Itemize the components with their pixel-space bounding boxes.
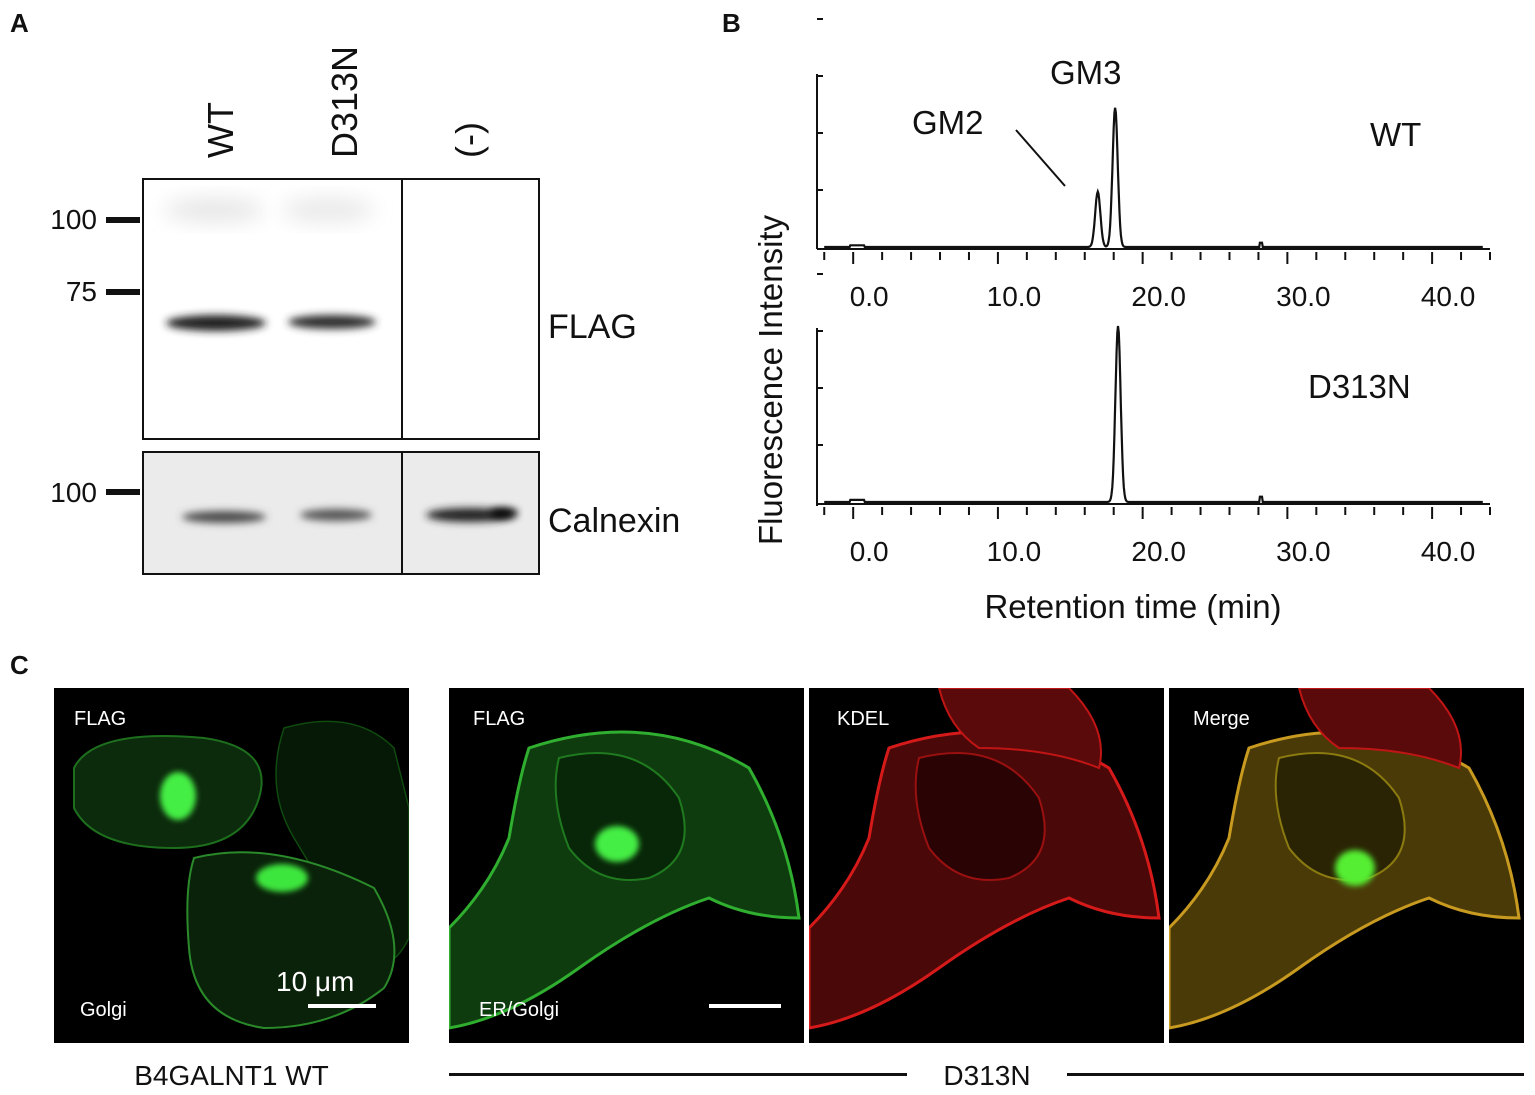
flag-blot-bands <box>164 198 376 331</box>
peak-label-gm3: GM3 <box>1050 54 1122 91</box>
wt-trace-line <box>824 107 1483 249</box>
micrograph-1-bottom-label: Golgi <box>80 999 127 1021</box>
panel-label-a: A <box>10 8 29 38</box>
flag-blot <box>142 178 540 440</box>
panel-label-c: C <box>10 650 29 680</box>
mw-tick-75 <box>106 289 140 295</box>
mutant-axes: 0.0 10.0 20.0 30.0 40.0 <box>816 273 1491 567</box>
mw-marker-100-bottom: 100 <box>50 477 97 508</box>
x-tick-label: 10.0 <box>987 536 1042 567</box>
x-tick-label: 20.0 <box>1131 281 1186 312</box>
x-tick-label: 10.0 <box>987 281 1042 312</box>
caption-wt: B4GALNT1 WT <box>134 1060 329 1091</box>
micrograph-2-bottom-label: ER/Golgi <box>479 999 560 1021</box>
micrograph-d313n-kdel: KDEL <box>809 688 1164 1043</box>
lane-label-negative: (-) <box>448 122 489 158</box>
chart-xlabel: Retention time (min) <box>984 588 1281 625</box>
micrograph-2-top-label: FLAG <box>473 708 526 730</box>
mw-tick-100-bottom <box>106 489 140 495</box>
scale-bar <box>308 1004 376 1008</box>
micrograph-d313n-flag: FLAG ER/Golgi <box>449 688 804 1043</box>
lane-label-wt: WT <box>200 102 241 158</box>
calnexin-blot-label: Calnexin <box>548 502 681 540</box>
calnexin-blot-bands <box>182 508 518 523</box>
wt-axes: 0.0 10.0 20.0 30.0 40.0 <box>816 18 1491 312</box>
micrograph-3-top-label: KDEL <box>837 708 890 730</box>
trace-label-wt: WT <box>1370 116 1421 153</box>
flag-blot-label: FLAG <box>548 308 637 346</box>
mw-tick-100-top <box>106 217 140 223</box>
chart-ylabel: Fluorescence Intensity <box>752 214 789 545</box>
x-tick-label: 40.0 <box>1421 536 1476 567</box>
x-tick-label: 40.0 <box>1421 281 1476 312</box>
micrograph-4-top-label: Merge <box>1193 708 1250 730</box>
lane-label-d313n: D313N <box>324 45 365 158</box>
peak-label-gm2: GM2 <box>912 104 984 141</box>
flag-blot-separator <box>401 178 403 440</box>
mutant-trace-line <box>824 325 1483 504</box>
x-tick-label: 20.0 <box>1131 536 1186 567</box>
scale-bar-2 <box>709 1004 781 1008</box>
chromatogram-chart: Fluorescence Intensity 0.0 10.0 20.0 30.0 40… <box>752 18 1491 625</box>
caption-line-left <box>449 1073 907 1076</box>
calnexin-blot <box>142 451 540 575</box>
panel-label-b: B <box>722 8 741 38</box>
mw-marker-100-top: 100 <box>50 204 97 235</box>
trace-label-d313n: D313N <box>1308 368 1411 405</box>
micrograph-d313n-merge: Merge <box>1169 688 1524 1043</box>
gm2-pointer-line <box>1015 129 1066 187</box>
x-tick-label: 30.0 <box>1276 281 1331 312</box>
calnexin-blot-separator <box>401 451 403 575</box>
mw-marker-75: 75 <box>65 276 97 307</box>
scale-bar-label: 10 μm <box>276 966 355 997</box>
caption-line-right <box>1067 1073 1524 1076</box>
x-tick-label: 0.0 <box>850 536 889 567</box>
x-tick-label: 30.0 <box>1276 536 1331 567</box>
micrograph-wt-flag: FLAG Golgi 10 μm <box>54 688 409 1043</box>
x-tick-label: 0.0 <box>850 281 889 312</box>
caption-d313n: D313N <box>943 1060 1031 1091</box>
micrograph-1-top-label: FLAG <box>74 708 127 730</box>
